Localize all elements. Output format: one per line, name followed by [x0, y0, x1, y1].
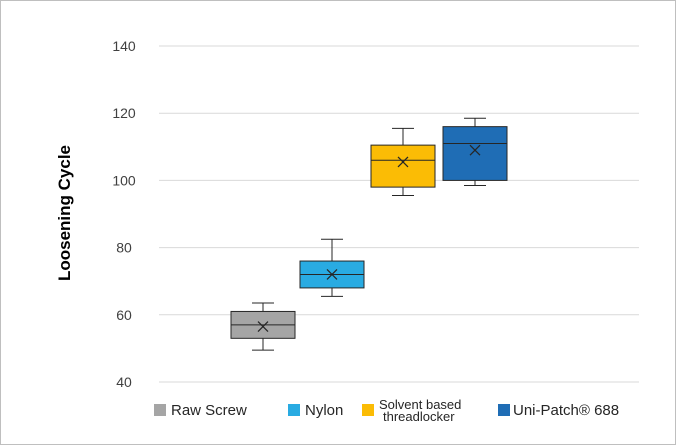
legend-label-line2: threadlocker: [383, 409, 455, 424]
mean-marker: [257, 321, 269, 332]
y-tick-label: 40: [116, 374, 132, 390]
box-iqr: [442, 126, 508, 181]
legend-swatch: [154, 404, 166, 416]
box-group: [370, 127, 436, 197]
y-tick-label: 100: [112, 172, 136, 188]
mean-marker: [326, 269, 338, 280]
legend-swatch: [362, 404, 374, 416]
legend-label: Uni-Patch® 688: [513, 402, 619, 419]
y-tick-label: 60: [116, 307, 132, 323]
legend-label: Raw Screw: [171, 402, 247, 419]
box-group: [230, 302, 296, 351]
y-axis-label: Loosening Cycle: [55, 145, 74, 281]
box-iqr: [370, 144, 436, 188]
y-tick-label: 140: [112, 38, 136, 54]
y-tick-label: 80: [116, 240, 132, 256]
box-group: [299, 238, 365, 297]
legend-item: Nylon: [288, 402, 343, 419]
legend-swatch: [498, 404, 510, 416]
mean-marker: [469, 144, 481, 156]
legend-item: Raw Screw: [154, 402, 247, 419]
legend-item: Uni-Patch® 688: [498, 402, 619, 419]
y-tick-label: 120: [112, 105, 136, 121]
box-group: [442, 117, 508, 186]
legend-swatch: [288, 404, 300, 416]
mean-marker: [397, 156, 409, 168]
legend-label: Solvent based: [379, 397, 461, 412]
legend-label: Nylon: [305, 402, 343, 419]
